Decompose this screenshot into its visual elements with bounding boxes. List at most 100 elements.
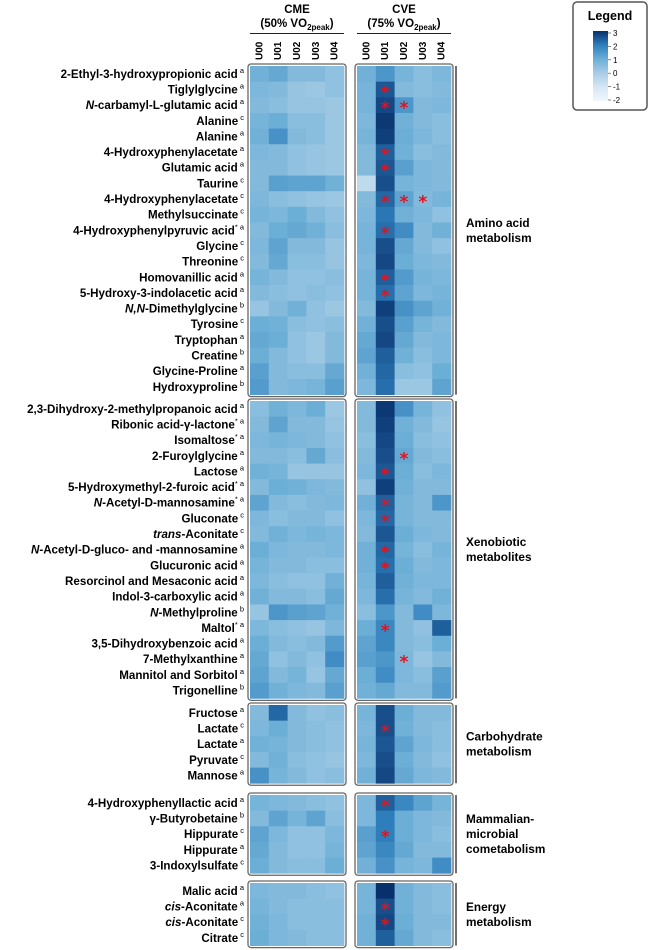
heatmap-cell-cve-u02 [394, 285, 414, 302]
heatmap-cell-cve-u03 [413, 206, 433, 223]
heatmap-cell-cve-u02 [394, 667, 414, 684]
heatmap-cell-cme-u00 [250, 720, 270, 737]
column-label-u02: U02 [399, 41, 410, 60]
heatmap-cell-cme-u02 [287, 363, 307, 380]
panel-frame-cme [247, 702, 347, 786]
significance-star: * [400, 193, 409, 213]
heatmap-cell-cve-u04 [432, 175, 452, 192]
heatmap-cell-cve-u04 [432, 705, 452, 722]
heatmap-cell-cme-u02 [287, 720, 307, 737]
heatmap-cell-cve-u04 [432, 826, 452, 843]
heatmap-cell-cve-u01 [375, 929, 395, 946]
heatmap-cell-cme-u01 [268, 898, 288, 915]
heatmap-cell-cve-u03 [413, 238, 433, 255]
significance-star: * [400, 449, 409, 469]
heatmap-cell-cve-u00 [357, 81, 377, 98]
legend-tick-label: 0 [613, 69, 618, 78]
heatmap-cell-cve-u00 [357, 857, 377, 874]
heatmap-cell-cme-u03 [306, 588, 326, 605]
heatmap-cell-cme-u01 [268, 416, 288, 433]
row-label: N-Acetyl-D-mannosamine* a [94, 495, 245, 510]
heatmap-cell-cve-u02 [394, 159, 414, 176]
heatmap-cell-cve-u03 [413, 159, 433, 176]
panel-subtitle-cve: (75% VO2peak) [367, 18, 440, 32]
heatmap-cell-cme-u03 [306, 379, 326, 396]
row-label: Resorcinol and Mesaconic acid a [65, 573, 245, 588]
heatmap-cell-cme-u03 [306, 401, 326, 418]
heatmap-cell-cve-u01 [375, 363, 395, 380]
heatmap-cell-cme-u01 [268, 206, 288, 223]
heatmap-cell-cme-u02 [287, 300, 307, 317]
legend-tick-label: 2 [613, 42, 618, 51]
heatmap-cell-cve-u02 [394, 795, 414, 812]
heatmap-cell-cme-u01 [268, 175, 288, 192]
heatmap-cell-cve-u04 [432, 332, 452, 349]
heatmap-cell-cve-u01 [375, 285, 395, 302]
heatmap-cell-cme-u03 [306, 66, 326, 83]
heatmap-cell-cve-u03 [413, 883, 433, 900]
significance-star: * [381, 621, 390, 641]
heatmap-cell-cve-u02 [394, 300, 414, 317]
row-label: N,N-Dimethylglycine b [125, 301, 244, 316]
heatmap-cell-cve-u03 [413, 857, 433, 874]
heatmap-cell-cme-u04 [325, 620, 345, 637]
row-label: 3-Indoxylsulfate c [150, 857, 244, 872]
category-label: metabolites [466, 550, 532, 564]
heatmap-cell-cme-u01 [268, 705, 288, 722]
heatmap-cell-cme-u00 [250, 494, 270, 511]
heatmap-cell-cve-u00 [357, 736, 377, 753]
heatmap-cell-cme-u00 [250, 97, 270, 114]
heatmap-cell-cve-u04 [432, 795, 452, 812]
row-label: Indol-3-carboxylic acid a [112, 589, 245, 604]
heatmap-cell-cme-u00 [250, 883, 270, 900]
heatmap-cell-cme-u03 [306, 620, 326, 637]
heatmap-cell-cve-u01 [375, 635, 395, 652]
heatmap-cell-cme-u04 [325, 97, 345, 114]
heatmap-cell-cme-u00 [250, 651, 270, 668]
heatmap-cell-cve-u02 [394, 97, 414, 114]
heatmap-cell-cve-u00 [357, 588, 377, 605]
heatmap-cell-cve-u03 [413, 705, 433, 722]
row-label: Tiglylglycine a [168, 81, 245, 96]
heatmap-cell-cme-u01 [268, 128, 288, 145]
heatmap-cell-cve-u02 [394, 347, 414, 364]
column-label-u03: U03 [311, 41, 322, 60]
heatmap-cell-cve-u03 [413, 510, 433, 527]
heatmap-cell-cve-u03 [413, 751, 433, 768]
heatmap-cell-cme-u00 [250, 401, 270, 418]
significance-star: * [381, 512, 390, 532]
panel-frame-cme [247, 398, 347, 702]
heatmap-cell-cve-u03 [413, 736, 433, 753]
heatmap-cell-cve-u04 [432, 300, 452, 317]
row-label: Citrate c [201, 930, 244, 945]
heatmap-cell-cme-u04 [325, 557, 345, 574]
heatmap-cell-cve-u03 [413, 841, 433, 858]
heatmap-cell-cme-u01 [268, 253, 288, 270]
heatmap-cell-cve-u03 [413, 191, 433, 208]
row-label: trans-Aconitate c [153, 526, 244, 541]
legend-tick-label: 1 [613, 56, 618, 65]
heatmap-cell-cve-u00 [357, 651, 377, 668]
heatmap-cell-cme-u00 [250, 841, 270, 858]
heatmap-cell-cve-u04 [432, 222, 452, 239]
heatmap-cell-cme-u02 [287, 316, 307, 333]
row-label: Mannitol and Sorbitol a [119, 667, 245, 682]
heatmap-cell-cve-u04 [432, 667, 452, 684]
heatmap-cell-cme-u02 [287, 416, 307, 433]
heatmap-cell-cve-u04 [432, 144, 452, 161]
heatmap-cell-cme-u02 [287, 66, 307, 83]
heatmap-cell-cme-u02 [287, 253, 307, 270]
heatmap-cell-cme-u01 [268, 494, 288, 511]
heatmap-cell-cve-u03 [413, 573, 433, 590]
significance-star: * [381, 559, 390, 579]
heatmap-cell-cve-u02 [394, 253, 414, 270]
heatmap-cell-cve-u02 [394, 620, 414, 637]
heatmap-cell-cve-u00 [357, 767, 377, 784]
heatmap-cell-cve-u01 [375, 510, 395, 527]
heatmap-cell-cme-u03 [306, 159, 326, 176]
row-label: 2-Furoylglycine a [152, 448, 245, 463]
heatmap-cell-cve-u01 [375, 494, 395, 511]
heatmap-cell-cve-u00 [357, 253, 377, 270]
heatmap-cell-cme-u04 [325, 841, 345, 858]
heatmap-cell-cme-u03 [306, 332, 326, 349]
